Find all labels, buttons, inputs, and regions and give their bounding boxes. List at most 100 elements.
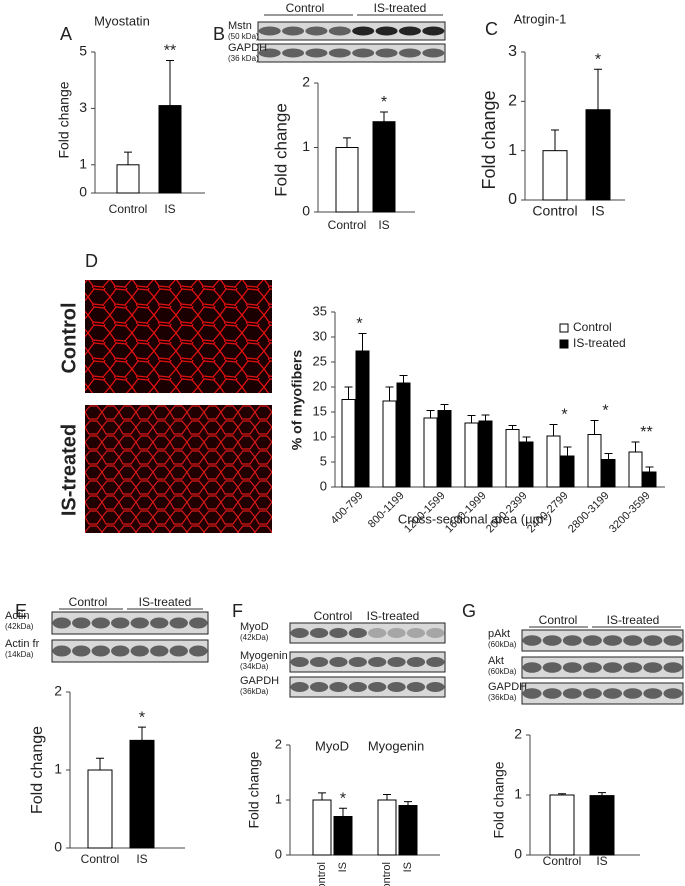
blot-band (52, 617, 71, 629)
chart-title: Myostatin (94, 13, 150, 28)
error-bar (383, 794, 391, 800)
blot-band (329, 682, 348, 692)
blot-band (329, 628, 348, 638)
blot-strip (521, 656, 684, 679)
blot-band (422, 26, 445, 36)
blot-group-label: IS-treated (374, 1, 427, 15)
blot-group-label: IS-treated (139, 595, 192, 609)
bar (585, 109, 611, 201)
blot-row-kda: (36kDa) (240, 687, 269, 696)
bar (560, 455, 575, 488)
x-tick-label: Control (328, 218, 367, 232)
error-bar (96, 757, 104, 770)
bar (129, 739, 155, 849)
blot-band (91, 645, 110, 657)
blot-row-kda: (42kDa) (240, 633, 269, 642)
blot-band (562, 662, 582, 673)
blot-row-label: GAPDH (488, 681, 527, 693)
error-bar (380, 111, 388, 122)
blot-band (387, 682, 406, 692)
error-bar (549, 424, 558, 436)
x-tick-label: IS (596, 854, 607, 868)
legend-swatch (559, 339, 569, 349)
blot-band (258, 48, 281, 58)
bar (519, 441, 534, 488)
bar (382, 400, 397, 488)
blot-strip (257, 43, 446, 63)
group-label: Myogenin (368, 738, 424, 753)
panel-letter: E (15, 601, 27, 621)
y-tick-label: 1 (302, 138, 310, 154)
blot-band (375, 48, 398, 58)
blot-band (375, 26, 398, 36)
y-tick-label: 0 (514, 846, 522, 862)
blot-group-label: Control (314, 609, 353, 623)
error-bar (522, 436, 531, 442)
bar (587, 434, 602, 488)
y-tick-label: 15 (313, 403, 327, 418)
x-tick-label: 2800-3199 (566, 490, 612, 536)
y-tick-label: 25 (313, 353, 327, 368)
blot-strip (51, 639, 209, 663)
significance: * (595, 51, 601, 68)
y-tick-label: 0 (320, 478, 327, 493)
error-bar (358, 333, 367, 351)
blot-band (623, 635, 643, 646)
blot-band (309, 628, 329, 638)
x-tick-label: IS (164, 202, 175, 216)
bar (87, 769, 113, 849)
y-tick-label: 0 (275, 846, 282, 861)
blot-group-label: IS-treated (367, 609, 420, 623)
bar (312, 799, 332, 856)
y-tick-label: 20 (313, 378, 327, 393)
blot-band (406, 682, 426, 692)
y-tick-label: 10 (313, 428, 327, 443)
x-tick-label: Control (109, 202, 148, 216)
blot-band (522, 635, 542, 646)
blot-band (72, 645, 91, 657)
blot-row-label: Actin fr (5, 638, 40, 650)
blot-row-kda: (36 kDa) (228, 54, 259, 63)
y-tick-label: 3 (508, 43, 517, 60)
blot-band (426, 682, 445, 692)
error-bar (467, 415, 476, 423)
x-tick-label: Control (532, 203, 577, 219)
bar (398, 805, 418, 856)
error-bar (440, 404, 449, 411)
blot-band (406, 628, 426, 638)
y-tick-label: 5 (320, 453, 327, 468)
image-label: IS-treated (58, 424, 80, 516)
y-tick-label: 1 (514, 786, 522, 802)
legend-label: Control (573, 320, 612, 334)
blot-band (130, 617, 149, 629)
bar (423, 417, 438, 488)
significance: * (356, 316, 362, 333)
blot-band (111, 645, 130, 657)
y-tick-label: 5 (79, 43, 87, 59)
error-bar (631, 441, 640, 452)
blot-group-label: Control (286, 1, 325, 15)
blot-row-label: Actin (5, 610, 29, 622)
y-axis-label: Fold change (271, 103, 290, 197)
significance: * (139, 709, 145, 726)
panel-letter: D (85, 251, 98, 271)
error-bar (598, 792, 606, 796)
blot-band (422, 48, 445, 58)
blot-band (603, 688, 623, 699)
y-tick-label: 0 (302, 203, 310, 219)
significance: * (602, 403, 608, 420)
bar (589, 795, 615, 856)
x-tick-label: 400-799 (329, 490, 366, 527)
blot-band (189, 617, 208, 629)
error-bar (124, 151, 132, 165)
x-tick-label: Control (381, 862, 393, 886)
bar (341, 399, 356, 488)
blot-band (329, 657, 348, 667)
panel-letter: F (232, 601, 243, 621)
y-tick-label: 2 (275, 736, 282, 751)
y-tick-label: 2 (302, 74, 310, 90)
y-tick-label: 2 (514, 726, 522, 742)
blot-band (542, 662, 562, 673)
blot-band (258, 26, 281, 36)
x-tick-label: IS (591, 203, 604, 219)
